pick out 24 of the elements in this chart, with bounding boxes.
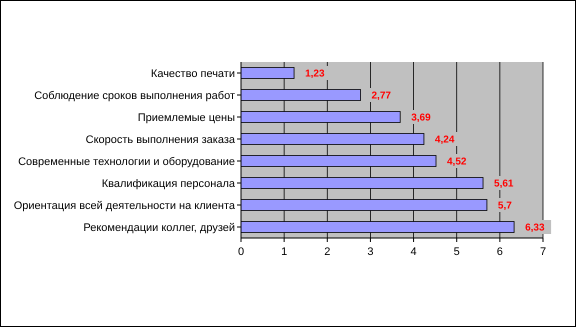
y-tick-label: Современные технологии и оборудование (18, 156, 235, 168)
y-tick-label: Качество печати (150, 68, 235, 80)
x-tick-label: 3 (367, 246, 374, 258)
data-label: 2,77 (372, 90, 392, 102)
data-label: 3,69 (411, 112, 432, 124)
x-tick-label: 6 (496, 246, 503, 258)
x-tick-label: 4 (410, 246, 417, 258)
y-tick-label: Квалификация персонала (102, 178, 236, 190)
y-tick-label: Приемлемые цены (138, 112, 236, 124)
x-tick-label: 5 (454, 246, 460, 258)
x-tick-label: 1 (281, 246, 288, 258)
x-tick-label: 2 (324, 246, 330, 258)
y-tick-label: Соблюдение сроков выполнения работ (34, 90, 235, 102)
data-label: 4,52 (447, 156, 467, 168)
y-tick-label: Ориентация всей деятельности на клиента (14, 200, 236, 212)
data-label: 5,61 (494, 178, 514, 190)
data-label: 1,23 (305, 68, 325, 80)
y-tick-label: Рекомендации коллег, друзей (83, 222, 235, 234)
x-tick-label: 7 (540, 246, 546, 258)
data-label: 4,24 (434, 134, 455, 146)
y-tick-label: Скорость выполнения заказа (86, 134, 236, 146)
x-tick-label: 0 (238, 246, 244, 258)
data-label: 6,33 (525, 222, 545, 234)
data-label: 5,7 (498, 200, 512, 212)
